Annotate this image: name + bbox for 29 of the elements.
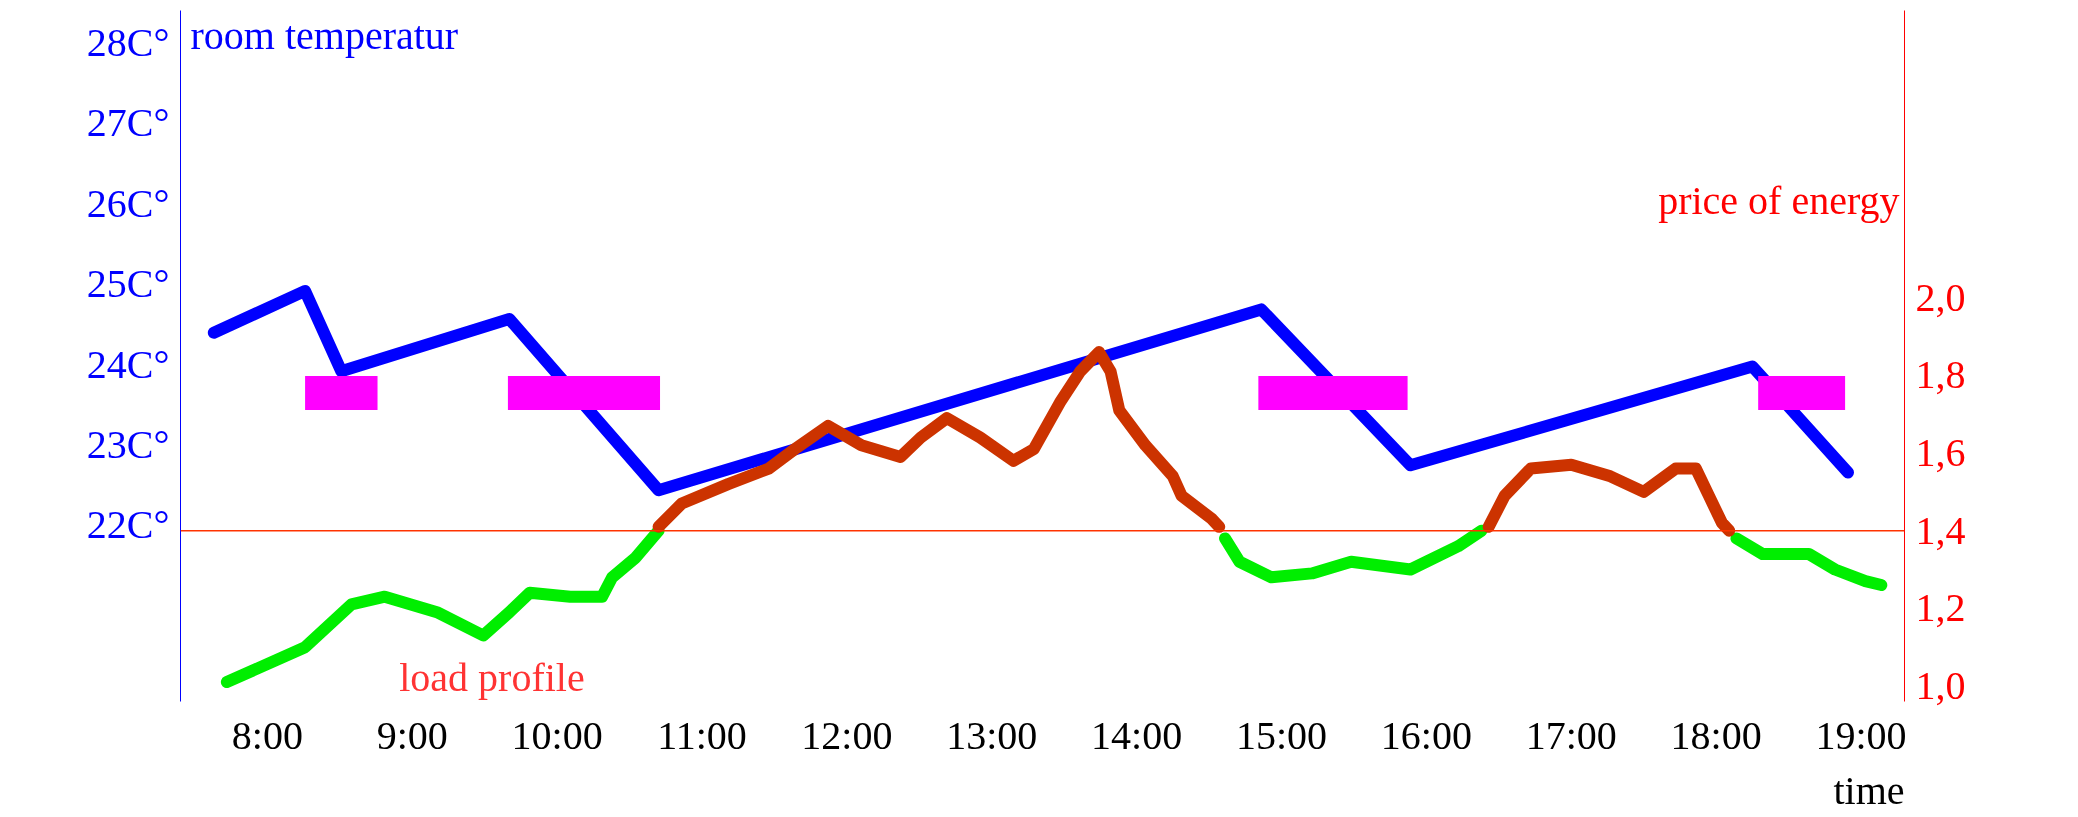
x-tick-label: 16:00	[1380, 712, 1472, 758]
y-tick-label: 24C°	[86, 341, 170, 387]
x-tick-label: 14:00	[1091, 712, 1183, 758]
x-tick-label: 19:00	[1815, 712, 1907, 758]
y2-tick-label: 1,0	[1915, 662, 1966, 708]
y2-tick-label: 1,4	[1915, 507, 1966, 553]
y2-tick-label: 1,6	[1915, 430, 1966, 476]
x-tick-label: 13:00	[946, 712, 1038, 758]
y2-axis-title: price of energy	[1658, 178, 1900, 224]
x-tick-label: 12:00	[801, 712, 893, 758]
y-tick-label: 23C°	[86, 421, 170, 467]
y2-tick-label: 1,2	[1915, 585, 1966, 631]
y-tick-label: 22C°	[86, 502, 170, 548]
x-tick-label: 17:00	[1525, 712, 1617, 758]
x-axis-title: time	[1833, 767, 1905, 813]
annotation: load profile	[399, 654, 585, 700]
x-tick-label: 11:00	[657, 712, 747, 758]
x-tick-label: 10:00	[511, 712, 603, 758]
y-tick-label: 25C°	[86, 261, 170, 307]
x-tick-label: 9:00	[376, 712, 448, 758]
y-tick-label: 27C°	[86, 100, 170, 146]
y-tick-label: 26C°	[86, 180, 170, 226]
x-tick-label: 15:00	[1235, 712, 1328, 758]
y2-tick-label: 2,0	[1915, 274, 1966, 320]
x-tick-label: 18:00	[1670, 712, 1762, 758]
y2-tick-label: 1,8	[1915, 352, 1966, 398]
x-tick-label: 8:00	[231, 712, 303, 758]
y-tick-label: 28C°	[86, 20, 170, 66]
y-axis-title: room temperatur	[190, 12, 459, 58]
